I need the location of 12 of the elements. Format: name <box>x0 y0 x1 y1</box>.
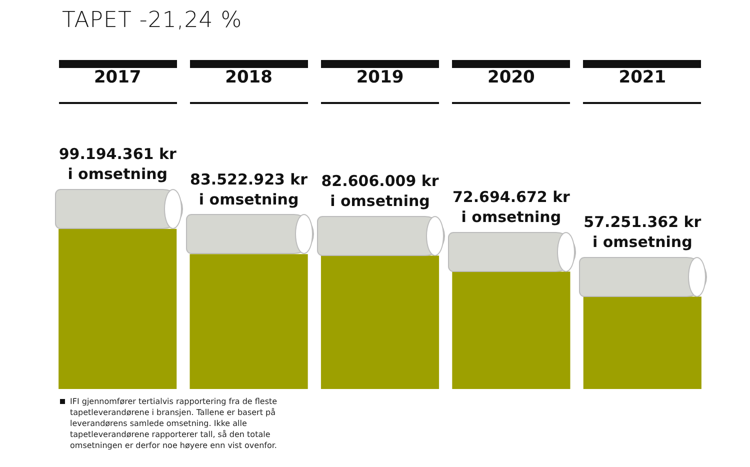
x-tick-label: 2018 <box>225 68 272 88</box>
x-tick-label: 2017 <box>94 68 142 88</box>
x-tick-label: 2020 <box>488 68 536 88</box>
data-label: 82.606.009 kr i omsetning <box>321 172 440 210</box>
x-tick-label: 2021 <box>618 68 666 88</box>
x-tick-label: 2019 <box>356 68 404 88</box>
data-label: 83.522.923 kr i omsetning <box>190 170 308 209</box>
text: IFI gjennomfører tertialvis rapportering fra de fleste tapetleverandørene i bransjen. Tallene er basert på leverandørens samlede omsetning. Ikke alle tapetleverandørene rapporterer tall, så den totale omsetningen er derfor noe høyere enn vist ovenfor. <box>70 397 278 450</box>
data-label: 57.251.362 kr i omsetning <box>584 212 702 251</box>
data-label: 99.194.361 kr i omsetning <box>58 145 177 184</box>
data-label: 72.694.672 kr i omsetning <box>452 188 571 226</box>
chart-title: TAPET -21,24 % <box>62 8 242 33</box>
